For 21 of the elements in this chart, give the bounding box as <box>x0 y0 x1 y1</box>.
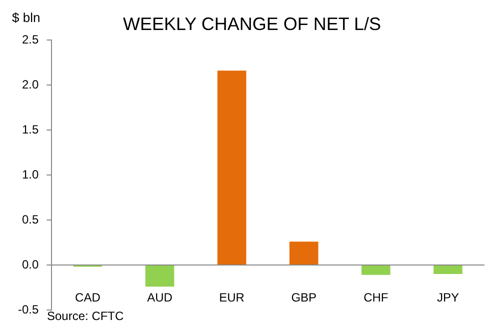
annotation: Source: CFTC <box>47 309 124 323</box>
y-tick-label: 1.0 <box>22 167 39 182</box>
y-tick-label: 2.0 <box>22 77 39 92</box>
y-tick-label: 2.5 <box>22 32 39 46</box>
x-tick-label: CHF <box>364 290 388 305</box>
chart-title: WEEKLY CHANGE OF NET L/S <box>122 14 382 34</box>
bar <box>145 266 174 287</box>
bar <box>434 266 462 274</box>
y-axis-title: $ bln <box>12 10 40 25</box>
y-tick-label: 0.5 <box>22 212 39 226</box>
y-tick-label: 0.0 <box>22 257 39 272</box>
x-tick-label: GBP <box>291 290 317 305</box>
x-tick-label: CAD <box>75 290 101 305</box>
y-tick-label: 1.5 <box>22 122 39 136</box>
y-tick-label: -0.5 <box>18 302 39 316</box>
x-tick-label: JPY <box>436 290 459 305</box>
bar <box>289 242 318 264</box>
x-tick-label: AUD <box>147 290 173 305</box>
x-tick-label: EUR <box>219 290 245 305</box>
bar <box>362 266 390 275</box>
bar <box>217 70 246 264</box>
